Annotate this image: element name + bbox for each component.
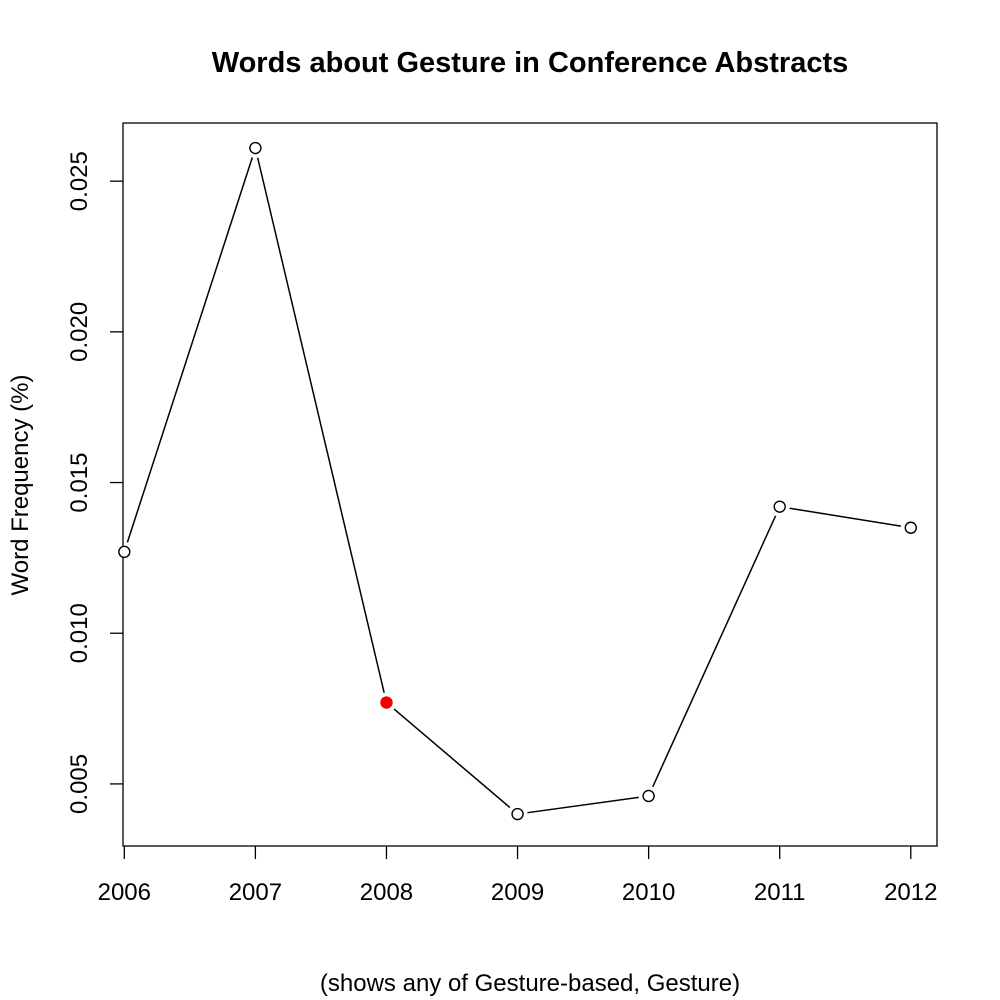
x-tick-label: 2008 (360, 879, 413, 906)
series-points (118, 141, 917, 821)
data-point-highlighted (380, 696, 393, 709)
y-tick-label: 0.005 (66, 754, 93, 814)
data-point (118, 545, 131, 559)
data-point (642, 789, 655, 803)
series-line-segment (527, 796, 639, 814)
data-point (904, 521, 917, 534)
data-point (511, 807, 524, 821)
x-axis: 2006 2007 2008 2009 2010 2011 2012 (98, 846, 937, 906)
x-tick-label: 2012 (884, 879, 937, 906)
y-tick-label: 0.010 (66, 603, 93, 663)
x-tick-label: 2011 (754, 879, 806, 906)
series-line-segment (652, 515, 777, 788)
x-axis-label: (shows any of Gesture-based, Gesture) (320, 970, 740, 997)
data-point (249, 141, 262, 155)
y-axis: 0.005 0.010 0.015 0.020 0.025 (66, 151, 123, 814)
x-tick-label: 2009 (491, 879, 544, 906)
x-tick-label: 2006 (98, 879, 151, 906)
data-point (773, 500, 786, 513)
plot-frame (122, 122, 938, 847)
series-line-segment (256, 157, 385, 693)
y-tick-label: 0.020 (66, 302, 93, 362)
chart-title: Words about Gesture in Conference Abstra… (212, 47, 849, 79)
y-axis-label: Word Frequency (%) (7, 375, 34, 596)
series-line-segment (126, 157, 254, 543)
x-tick-label: 2007 (229, 879, 282, 906)
y-tick-label: 0.015 (66, 453, 93, 513)
series-line-segment (789, 507, 902, 527)
y-tick-label: 0.025 (66, 151, 93, 211)
x-tick-label: 2010 (622, 879, 675, 906)
series-lines (126, 157, 902, 814)
series-line-segment (393, 708, 511, 809)
